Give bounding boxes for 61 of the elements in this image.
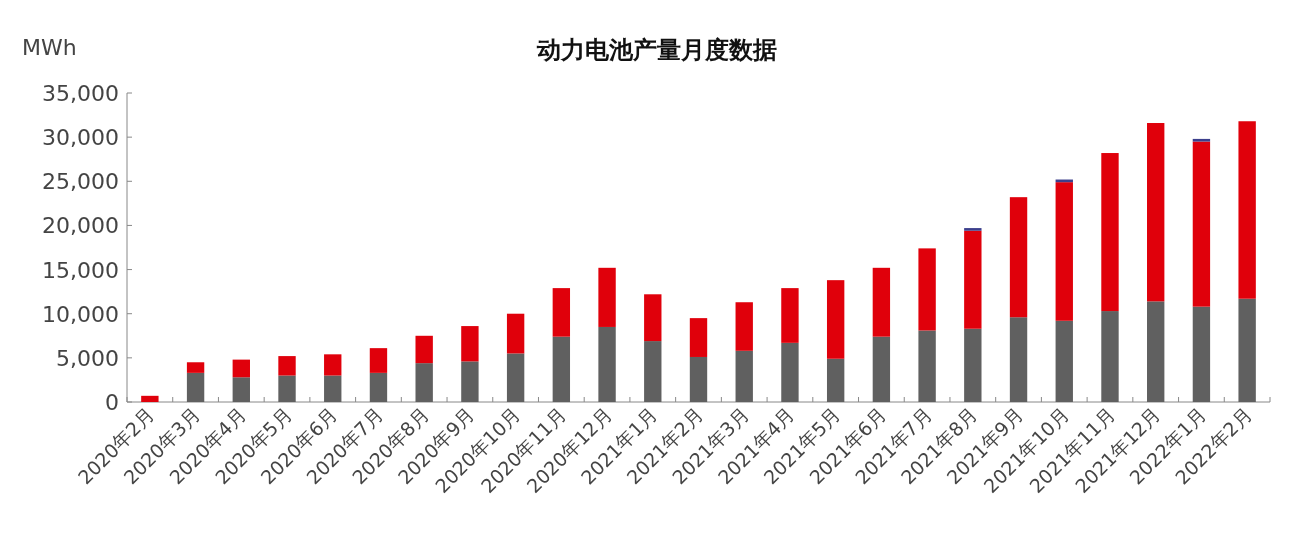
bar — [415, 363, 433, 402]
bar — [461, 361, 479, 402]
bar — [1192, 138, 1211, 142]
bar — [918, 248, 936, 331]
bar — [1147, 301, 1165, 402]
y-tick-label: 0 — [105, 390, 119, 415]
bar — [278, 356, 296, 376]
bar — [506, 353, 525, 402]
bar — [141, 395, 159, 402]
bar — [232, 359, 250, 378]
bar — [964, 230, 982, 329]
bar — [552, 336, 571, 402]
bar — [1055, 320, 1073, 402]
y-tick-label: 5,000 — [56, 345, 119, 371]
bar — [781, 288, 799, 343]
bar — [506, 313, 525, 354]
bar — [964, 328, 982, 402]
bar — [1009, 197, 1028, 318]
bar — [1101, 311, 1119, 402]
y-tick-label: 35,000 — [42, 81, 119, 106]
y-tick-label: 30,000 — [42, 125, 119, 151]
bar — [324, 354, 342, 376]
y-tick-label: 15,000 — [42, 257, 119, 283]
bar — [1147, 123, 1165, 302]
bar — [278, 375, 296, 402]
bar — [644, 294, 662, 342]
bar — [689, 356, 708, 402]
bar — [735, 302, 753, 351]
bar — [1055, 182, 1073, 321]
bar — [689, 318, 708, 357]
bar — [1238, 298, 1256, 402]
bar — [324, 375, 342, 402]
bar — [1101, 153, 1119, 312]
bar — [872, 267, 891, 337]
bar — [1009, 317, 1028, 402]
bar — [186, 362, 205, 373]
bar — [1238, 121, 1256, 299]
bar — [1192, 306, 1211, 402]
bar — [369, 348, 388, 373]
bar — [781, 342, 799, 402]
bar — [552, 288, 571, 337]
bar — [918, 330, 936, 402]
y-tick-label: 25,000 — [42, 169, 119, 195]
bar — [232, 377, 250, 402]
bar — [872, 336, 891, 402]
bar — [461, 326, 479, 362]
bar — [964, 228, 982, 231]
bar — [1192, 141, 1211, 307]
chart-title: 动力电池产量月度数据 — [536, 36, 777, 64]
bar — [826, 358, 845, 402]
bar — [598, 267, 616, 327]
bar — [598, 326, 616, 402]
bar — [735, 350, 753, 402]
y-tick-label: 10,000 — [42, 301, 119, 327]
bar — [826, 280, 845, 359]
bar — [644, 341, 662, 402]
bar — [186, 372, 205, 402]
y-axis-title: MWh — [22, 35, 77, 60]
y-tick-label: 20,000 — [42, 213, 119, 239]
bar — [369, 372, 388, 402]
bar — [415, 335, 433, 364]
